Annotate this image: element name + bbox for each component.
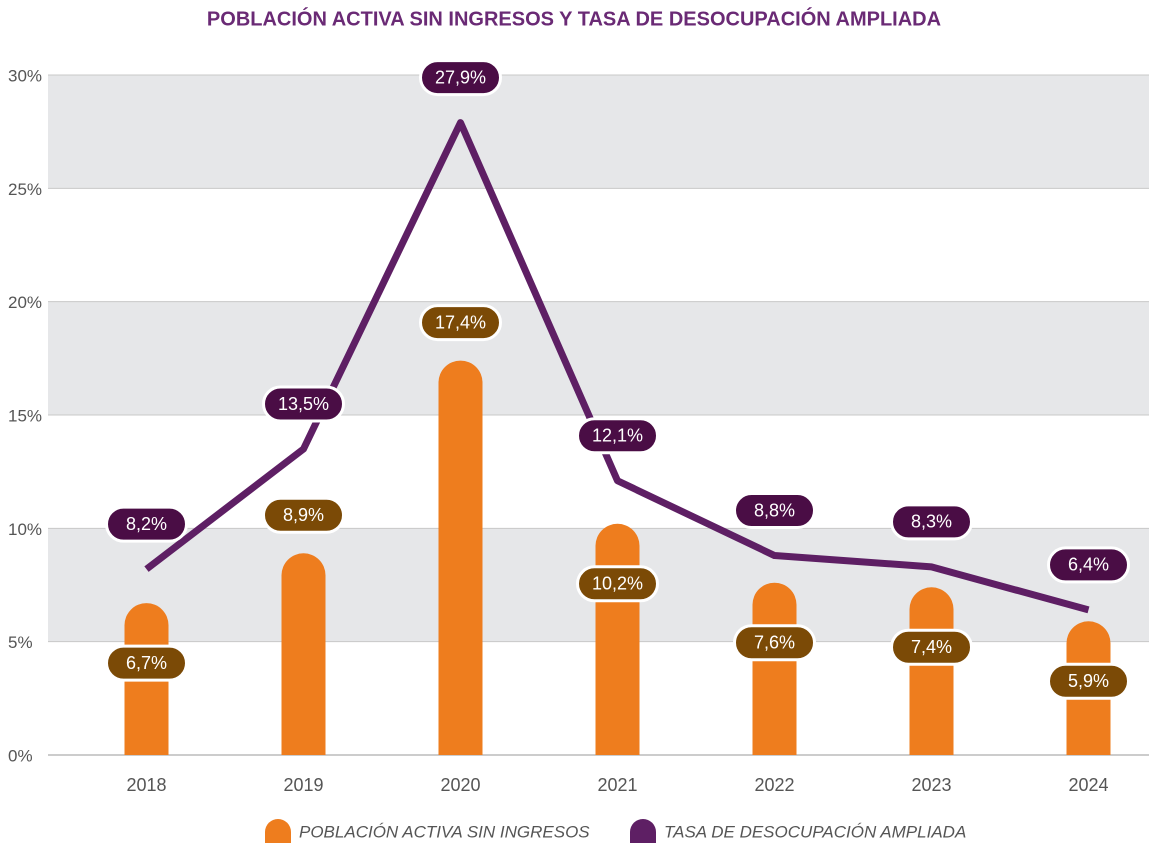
line-value-label: 8,8% bbox=[754, 500, 795, 520]
bar-value-label: 10,2% bbox=[592, 574, 643, 594]
x-tick-label: 2018 bbox=[126, 775, 166, 795]
line-value-label-bg bbox=[733, 492, 816, 530]
bar bbox=[909, 587, 954, 755]
line-value-label-bg bbox=[1047, 546, 1130, 584]
bar bbox=[595, 523, 640, 755]
bar-value-label-bg bbox=[1047, 662, 1130, 700]
line-value-label: 27,9% bbox=[435, 67, 486, 87]
line-value-label: 12,1% bbox=[592, 425, 643, 445]
x-tick-label: 2020 bbox=[440, 775, 480, 795]
bar-value-label: 17,4% bbox=[435, 312, 486, 332]
bar bbox=[752, 582, 797, 755]
y-tick-label: 5% bbox=[8, 633, 33, 652]
x-tick-label: 2023 bbox=[911, 775, 951, 795]
x-tick-label: 2019 bbox=[283, 775, 323, 795]
bar-value-label: 7,4% bbox=[911, 637, 952, 657]
legend-swatch bbox=[630, 819, 656, 843]
bar-value-label-bg bbox=[419, 304, 502, 342]
bar-value-label-bg bbox=[262, 496, 345, 534]
y-tick-label: 30% bbox=[8, 66, 42, 85]
line bbox=[144, 119, 1090, 614]
line-value-label-bg bbox=[419, 59, 502, 97]
line-value-label: 13,5% bbox=[278, 394, 329, 414]
legend-label: POBLACIÓN ACTIVA SIN INGRESOS bbox=[299, 822, 590, 841]
x-tick-label: 2021 bbox=[597, 775, 637, 795]
y-tick-label: 20% bbox=[8, 293, 42, 312]
x-tick-label: 2024 bbox=[1068, 775, 1108, 795]
line-value-label-bg bbox=[262, 385, 345, 423]
bar-value-label: 5,9% bbox=[1068, 671, 1109, 691]
line-value-label-bg bbox=[890, 503, 973, 541]
grid-band bbox=[48, 301, 1149, 415]
line-value-label: 6,4% bbox=[1068, 555, 1109, 575]
grid-band bbox=[48, 75, 1149, 189]
legend-swatch bbox=[265, 819, 291, 843]
x-tick-label: 2022 bbox=[754, 775, 794, 795]
line-value-label-bg bbox=[105, 505, 188, 543]
bar-value-label: 6,7% bbox=[126, 653, 167, 673]
bar-value-label-bg bbox=[890, 628, 973, 666]
bar bbox=[281, 553, 326, 755]
bar bbox=[438, 360, 483, 755]
bar-value-label: 8,9% bbox=[283, 505, 324, 525]
line-value-label: 8,3% bbox=[911, 512, 952, 532]
y-tick-label: 25% bbox=[8, 180, 42, 199]
y-tick-label: 15% bbox=[8, 406, 42, 425]
bar-value-label-bg bbox=[105, 644, 188, 682]
y-tick-label: 10% bbox=[8, 520, 42, 539]
bar-value-label-bg bbox=[733, 624, 816, 662]
line-value-label: 8,2% bbox=[126, 514, 167, 534]
legend-label: TASA DE DESOCUPACIÓN AMPLIADA bbox=[664, 822, 966, 841]
line-value-label-bg bbox=[576, 417, 659, 455]
y-tick-label: 0% bbox=[8, 746, 33, 765]
bar-value-label-bg bbox=[576, 565, 659, 603]
bar-value-label: 7,6% bbox=[754, 632, 795, 652]
chart-title: POBLACIÓN ACTIVA SIN INGRESOS Y TASA DE … bbox=[207, 6, 941, 30]
